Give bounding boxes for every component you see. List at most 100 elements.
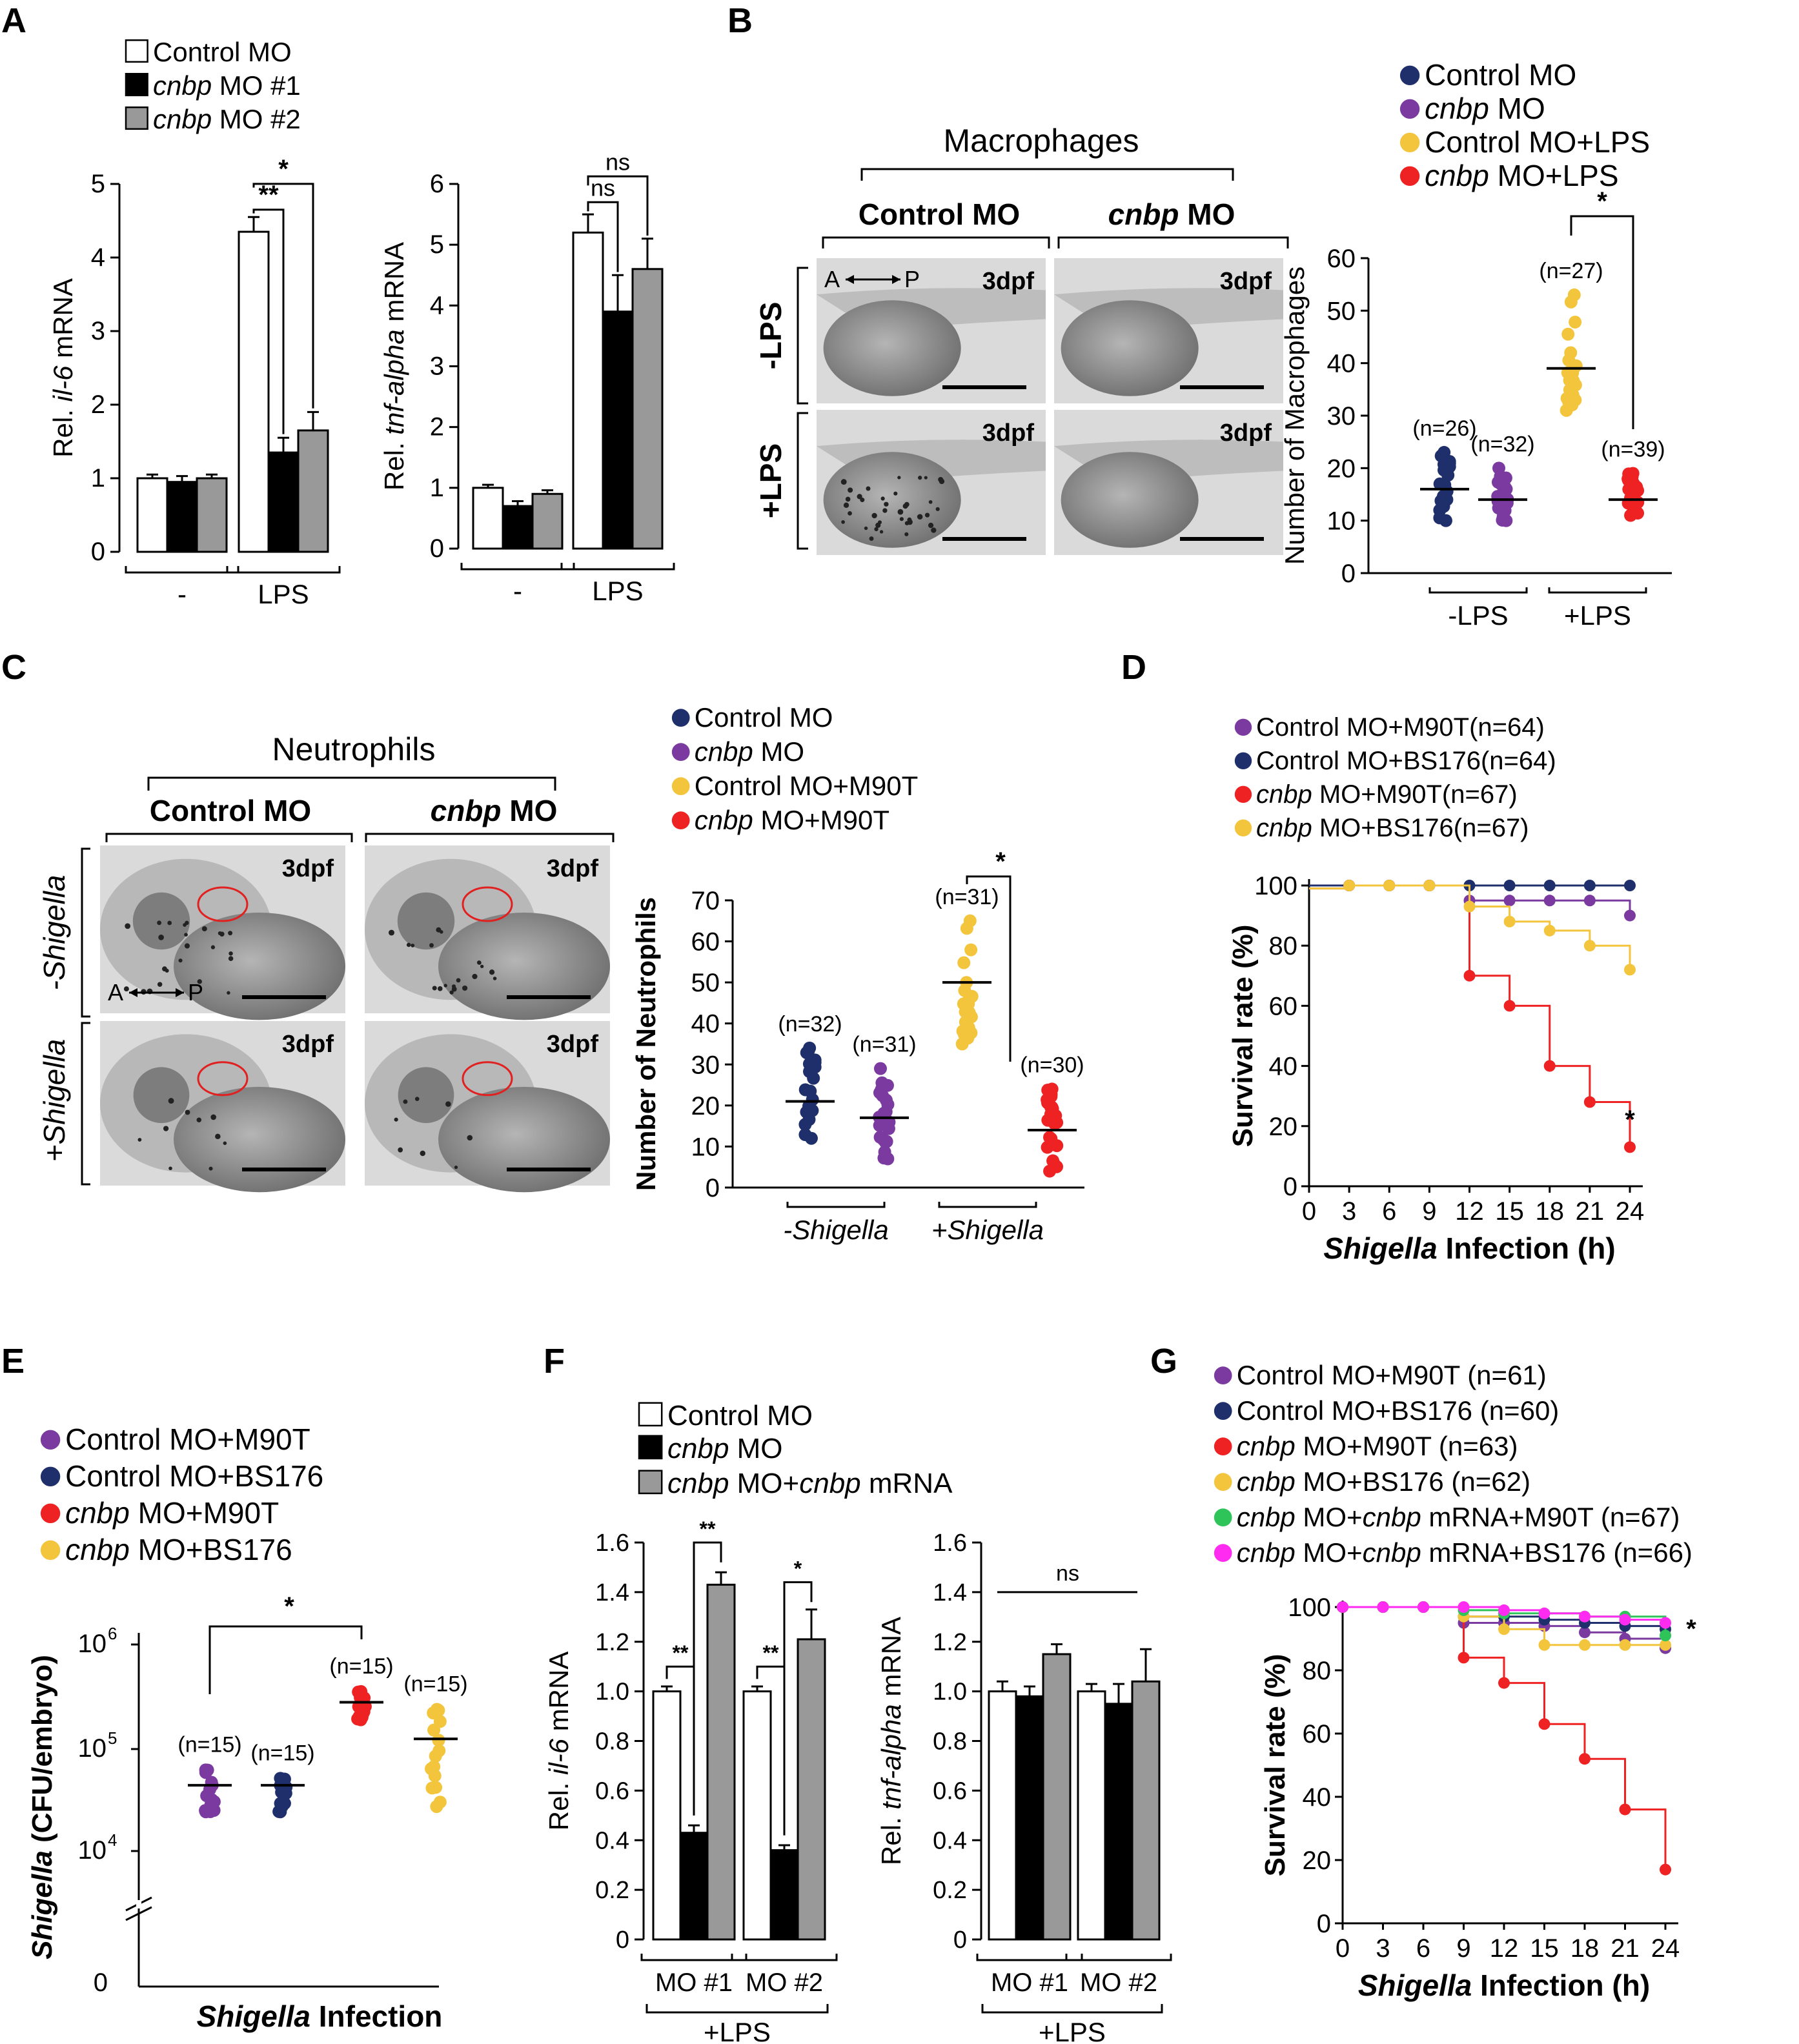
label-part: cnbp (153, 104, 212, 134)
data-point (1044, 1088, 1058, 1101)
data-point (877, 1151, 891, 1165)
group-bracket (938, 1202, 1037, 1208)
bar (1015, 1695, 1044, 1941)
panel-letter-G: G (1150, 1342, 1177, 1381)
bar (572, 231, 604, 550)
stained-cell (897, 476, 901, 480)
bar (631, 268, 664, 550)
eye (397, 892, 455, 950)
y-tick-label: 1 (91, 464, 105, 492)
data-point (276, 1799, 289, 1813)
data-point (1624, 1141, 1636, 1153)
axis-break (125, 1906, 152, 1921)
label-part: Rel. (48, 402, 78, 458)
stained-cell (406, 942, 411, 947)
label-part: Infection (h) (1438, 1231, 1616, 1265)
label-part: Rel. (379, 435, 409, 491)
y-tick-label: 0 (430, 534, 444, 563)
label-part: Control MO+M90T (1256, 713, 1469, 742)
stage-label: 3dpf (282, 855, 334, 882)
significance-label: ns (591, 174, 615, 201)
stained-cell (219, 931, 225, 937)
y-axis-label: Rel. tnf-alpha mRNA (379, 242, 409, 491)
data-point (1458, 1652, 1470, 1664)
bar (531, 492, 564, 550)
stained-cell (857, 494, 862, 500)
group-bracket (731, 1954, 838, 1961)
y-tick-exponent: 4 (108, 1830, 117, 1850)
category-label: MO #2 (746, 1968, 823, 1997)
significance-label: * (1625, 1106, 1635, 1134)
data-point (432, 1744, 446, 1757)
significance-label: * (284, 1592, 294, 1621)
label-part: cnbp (1108, 197, 1179, 231)
category-label: MO #1 (655, 1968, 733, 1997)
yolk-sac (174, 913, 345, 1020)
significance-label: ns (605, 148, 630, 175)
stained-cell (443, 984, 447, 987)
embryo-image: 3dpf (100, 1021, 345, 1193)
region-outline (197, 1061, 249, 1097)
data-point (1343, 880, 1356, 891)
y-tick-label: 4 (91, 243, 105, 272)
label-part: cnbp (695, 736, 753, 767)
data-point (882, 1122, 895, 1135)
x-tick-label: 21 (1611, 1934, 1640, 1963)
bar (1077, 1690, 1106, 1941)
legend-marker (1234, 819, 1252, 837)
embryo-image: 3dpf (365, 1021, 610, 1193)
stained-cell (899, 517, 904, 521)
bar (166, 481, 198, 553)
category-label: - (513, 576, 522, 606)
y-tick-label: 100 (1254, 872, 1297, 900)
group-bracket (786, 1202, 886, 1208)
y-axis-label: Survival rate (%) (1227, 925, 1259, 1148)
survival-curve (1309, 884, 1631, 1148)
stained-cell (880, 496, 885, 501)
data-point (433, 1796, 447, 1809)
stained-cell (414, 1097, 420, 1102)
arrow-head (176, 988, 184, 997)
y-tick-label: 1.2 (595, 1629, 629, 1656)
data-point (807, 1071, 820, 1085)
legend-label: Control MO+LPS (1425, 125, 1650, 159)
data-point (1463, 900, 1476, 913)
legend-swatch (125, 72, 148, 97)
chart-F-tnf: 0 0.2 0.4 0.6 0.8 1.0 1.2 1.4 1.6 Rel. tnf-alpha … (876, 1530, 1172, 1997)
label-part: mRNA (861, 1468, 953, 1499)
data-point (802, 1099, 816, 1113)
x-tick-label: 9 (1456, 1934, 1470, 1963)
bar (706, 1583, 736, 1941)
data-point (1499, 482, 1513, 496)
axis-label-p: P (188, 979, 203, 1006)
y-tick-label: 60 (691, 928, 720, 956)
n-label: (n=26) (1412, 416, 1476, 441)
y-tick-label: 3 (91, 317, 105, 345)
panel-letter-F: F (544, 1342, 565, 1381)
stained-cell (137, 1138, 142, 1142)
embryo-image: 3dpf (1054, 258, 1283, 403)
y-tick-label: 1.0 (933, 1679, 967, 1706)
data-point (1579, 1639, 1591, 1651)
significance-label: * (995, 847, 1006, 876)
label-part: MO+BS176 (1296, 1466, 1444, 1497)
x-tick-label: 24 (1616, 1197, 1645, 1226)
data-point (1383, 880, 1396, 891)
y-tick-label: 20 (1327, 454, 1356, 483)
stained-cell (208, 1166, 213, 1171)
label-part: Control MO+LPS (1425, 125, 1650, 159)
y-tick-label: 0 (616, 1927, 629, 1954)
group-bracket (1065, 1954, 1172, 1961)
label-part: cnbp (1237, 1502, 1296, 1532)
legend-swatch (125, 39, 148, 63)
data-point (804, 1084, 817, 1098)
legend-label: cnbp MO #1 (153, 70, 301, 101)
legend-label: cnbp MO+BS176 (65, 1533, 292, 1566)
category-label: -LPS (1448, 600, 1508, 631)
legend-marker (1214, 1473, 1232, 1491)
bar (238, 230, 270, 553)
data-point (1660, 1630, 1671, 1642)
y-tick-label: 10 (78, 1734, 107, 1763)
y-tick-label: 0.4 (933, 1827, 967, 1854)
